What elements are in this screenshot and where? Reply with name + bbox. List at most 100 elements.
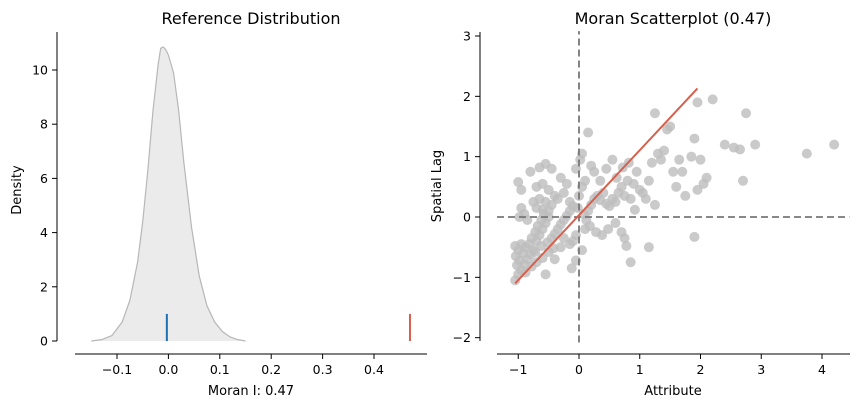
scatter-point <box>801 148 812 159</box>
scatter-point <box>701 172 712 183</box>
x-tick-label: −1 <box>509 362 527 377</box>
scatter-point <box>659 145 670 156</box>
x-tick-label: −0.1 <box>102 362 132 377</box>
scatter-point <box>525 166 536 177</box>
y-tick-label: 2 <box>463 89 471 104</box>
scatter-point <box>738 175 749 186</box>
y-tick-label: −2 <box>453 330 471 345</box>
scatter-point <box>543 205 554 216</box>
y-tick-label: 0 <box>463 210 471 225</box>
scatter-point <box>546 163 557 174</box>
scatter-point <box>567 201 578 212</box>
scatter-point <box>566 263 577 274</box>
scatter-point <box>649 108 660 119</box>
x-axis-ticks: −0.1 0.0 0.1 0.2 0.3 0.4 <box>102 354 384 377</box>
scatter-point <box>536 240 547 251</box>
scatter-point <box>603 224 614 235</box>
scatter-point <box>695 154 706 165</box>
scatter-point <box>537 178 548 189</box>
scatter-point <box>656 154 667 165</box>
scatter-point <box>611 172 622 183</box>
scatter-point <box>621 240 632 251</box>
scatter-point <box>692 184 703 195</box>
scatter-point <box>646 157 657 168</box>
y-tick-label: 3 <box>463 29 471 44</box>
scatter-point <box>584 221 595 232</box>
scatter-point <box>530 246 541 257</box>
regression-fit-line <box>514 87 699 285</box>
scatter-point <box>589 166 600 177</box>
scatter-point <box>595 175 606 186</box>
scatter-point <box>561 178 572 189</box>
y-tick-label: 6 <box>40 171 48 186</box>
scatter-point <box>628 178 639 189</box>
x-tick-label: 3 <box>757 362 765 377</box>
y-tick-label: 1 <box>463 149 471 164</box>
x-axis-ticks: −1 0 1 2 3 4 <box>509 354 826 377</box>
scatter-point <box>640 193 651 204</box>
scatter-point <box>619 233 630 244</box>
scatter-point <box>601 163 612 174</box>
scatter-point <box>534 193 545 204</box>
x-tick-label: 4 <box>818 362 826 377</box>
scatter-points <box>510 94 840 286</box>
scatter-point <box>543 184 554 195</box>
scatter-point <box>629 204 640 215</box>
scatter-point <box>734 144 745 155</box>
scatter-point <box>719 139 730 150</box>
scatter-point <box>564 239 575 250</box>
scatter-point <box>674 154 685 165</box>
scatter-point <box>558 187 569 198</box>
scatter-point <box>689 231 700 242</box>
scatter-point <box>625 193 636 204</box>
x-axis-label: Attribute <box>644 384 701 399</box>
scatter-point <box>516 184 527 195</box>
y-axis-ticks: −2 −1 0 1 2 3 <box>453 29 480 345</box>
scatter-point <box>680 190 691 201</box>
scatter-point <box>665 121 676 132</box>
scatter-point <box>610 218 621 229</box>
scatter-point <box>829 139 840 150</box>
scatter-point <box>513 177 524 188</box>
y-tick-label: 4 <box>40 225 48 240</box>
y-axis-label: Density <box>10 165 25 215</box>
scatter-point <box>625 257 636 268</box>
x-tick-label: 0.4 <box>364 362 384 377</box>
y-axis-ticks: 0 2 4 6 8 10 <box>32 63 57 349</box>
x-tick-label: 0.0 <box>158 362 178 377</box>
scatter-point <box>631 166 642 177</box>
scatter-point <box>750 139 761 150</box>
scatter-point <box>552 193 563 204</box>
x-tick-label: 0.3 <box>313 362 333 377</box>
scatter-point <box>610 196 621 207</box>
scatter-point <box>707 94 718 105</box>
y-axis-label: Spatial Lag <box>430 150 445 222</box>
x-axis-label: Moran I: 0.47 <box>208 384 294 399</box>
y-tick-label: 0 <box>40 334 48 349</box>
moran-scatterplot-panel: Moran Scatterplot (0.47) −1 0 1 2 3 4 −2 −1 0 1 2… <box>430 9 850 399</box>
x-tick-label: 0.2 <box>261 362 281 377</box>
scatter-point <box>540 269 551 280</box>
scatter-point <box>580 175 591 186</box>
y-tick-label: 8 <box>40 117 48 132</box>
kde-density-area <box>91 46 246 341</box>
reference-distribution-panel: Reference Distribution −0.1 0.0 0.1 0.2 0.3 0… <box>10 9 427 399</box>
scatter-point <box>643 242 654 253</box>
scatter-point <box>549 254 560 265</box>
scatter-point <box>607 154 618 165</box>
chart-title: Moran Scatterplot (0.47) <box>575 9 772 28</box>
x-tick-label: 1 <box>636 362 644 377</box>
y-tick-label: 2 <box>40 279 48 294</box>
scatter-point <box>597 230 608 241</box>
scatter-point <box>616 181 627 192</box>
scatter-point <box>555 172 566 183</box>
scatter-point <box>668 166 679 177</box>
scatter-point <box>689 133 700 144</box>
scatter-point <box>598 187 609 198</box>
scatter-point <box>510 240 521 251</box>
scatter-point <box>741 108 752 119</box>
scatter-point <box>692 97 703 108</box>
x-tick-label: 2 <box>697 362 705 377</box>
observed-value-markers <box>165 313 411 341</box>
